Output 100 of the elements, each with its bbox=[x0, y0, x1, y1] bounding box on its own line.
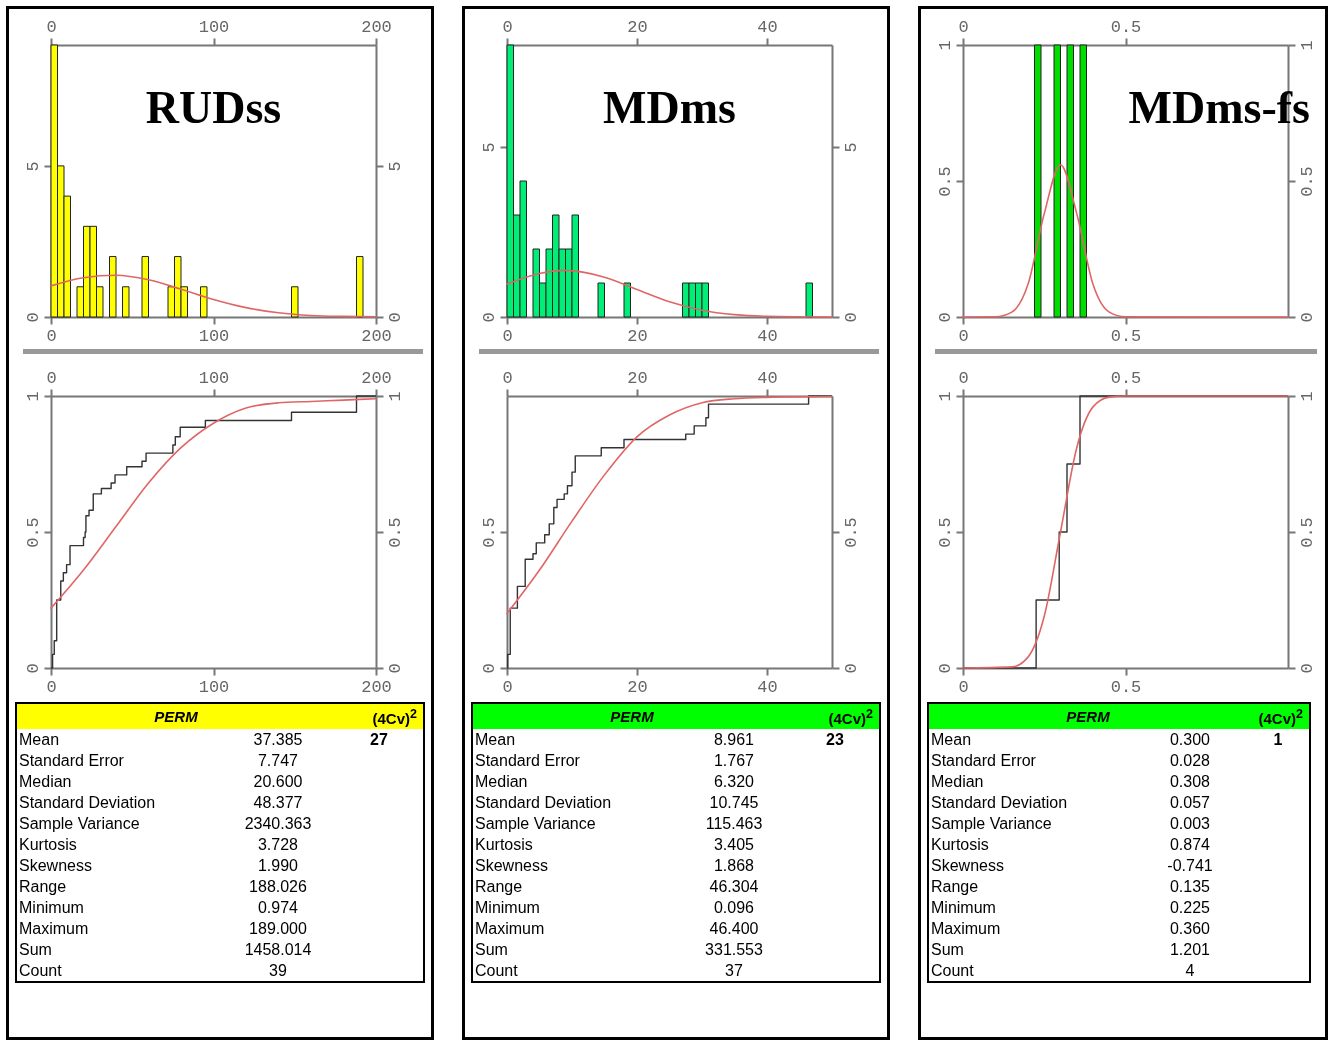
category-label: Minimum bbox=[930, 898, 997, 918]
y-tick-label: 1 bbox=[935, 40, 955, 51]
text: 0.003 bbox=[1169, 815, 1211, 832]
y-tick-label: 0 bbox=[935, 663, 955, 674]
y-tick-label: 0.5 bbox=[935, 517, 955, 548]
x2-tick-label: 40 bbox=[757, 17, 778, 37]
x2-tick-label: 0 bbox=[502, 17, 513, 37]
text: 1458.014 bbox=[244, 941, 312, 958]
y-tick-label: 5 bbox=[479, 142, 499, 153]
y2-tick-label: 5 bbox=[841, 142, 861, 153]
text: 0.974 bbox=[257, 899, 299, 916]
text: 20.600 bbox=[253, 773, 303, 790]
category-label: Mean bbox=[930, 730, 973, 750]
text: 1 bbox=[1272, 730, 1284, 750]
category-label: Standard Deviation bbox=[474, 793, 613, 813]
text: 4 bbox=[1185, 962, 1195, 979]
y-tick-label: 0 bbox=[23, 663, 43, 674]
text: 0.360 bbox=[1169, 920, 1211, 937]
category-label: Sum bbox=[18, 940, 53, 960]
text: 2340.363 bbox=[244, 815, 312, 832]
category-label: Count bbox=[930, 961, 975, 981]
y2-tick-label: 0.5 bbox=[385, 517, 405, 548]
y-tick-label: 0.5 bbox=[479, 517, 499, 548]
x2-tick-label: 0.5 bbox=[1110, 17, 1142, 37]
text: 1.990 bbox=[257, 857, 299, 874]
category-label: Mean bbox=[18, 730, 61, 750]
text: 0.874 bbox=[1169, 836, 1211, 853]
x2-tick-label: 0.5 bbox=[1110, 368, 1142, 388]
x-tick-label: 40 bbox=[757, 677, 778, 697]
text: 46.304 bbox=[709, 878, 759, 895]
x2-tick-label: 200 bbox=[361, 368, 392, 388]
text: 189.000 bbox=[249, 920, 307, 937]
y-tick-label: 1 bbox=[935, 391, 955, 402]
text: 0.225 bbox=[1169, 899, 1211, 916]
y2-tick-label: 0 bbox=[1297, 663, 1317, 674]
category-label: Median bbox=[18, 772, 73, 792]
y2-tick-label: 0.5 bbox=[1297, 517, 1317, 548]
text: 8.961 bbox=[713, 731, 755, 748]
x2-tick-label: 0 bbox=[958, 17, 969, 37]
text: PERM bbox=[16, 703, 335, 729]
x-tick-label: 20 bbox=[627, 677, 648, 697]
category-label: Skewness bbox=[18, 856, 93, 876]
x-tick-label: 0 bbox=[502, 326, 513, 346]
x2-tick-label: 40 bbox=[757, 368, 778, 388]
category-label: Kurtosis bbox=[18, 835, 78, 855]
category-label: Range bbox=[18, 877, 68, 897]
category-label: Sample Variance bbox=[474, 814, 597, 834]
y2-tick-label: 0 bbox=[385, 663, 405, 674]
text: 1.201 bbox=[1169, 941, 1211, 958]
category-label: Sample Variance bbox=[18, 814, 141, 834]
y2-tick-label: 0 bbox=[1297, 312, 1317, 323]
category-label: Kurtosis bbox=[474, 835, 534, 855]
category-label: Sum bbox=[474, 940, 509, 960]
y2-tick-label: 1 bbox=[1297, 40, 1317, 51]
y2-tick-label: 0.5 bbox=[841, 517, 861, 548]
category-label: Range bbox=[930, 877, 980, 897]
category-label: Standard Error bbox=[18, 751, 125, 771]
x-tick-label: 0.5 bbox=[1110, 677, 1142, 697]
text: 37 bbox=[725, 962, 743, 979]
text: PERM bbox=[928, 703, 1247, 729]
text: 46.400 bbox=[709, 920, 759, 937]
text: (4Cv)$^{2}$ bbox=[335, 703, 424, 729]
x2-tick-label: 0 bbox=[46, 368, 57, 388]
text: 0.057 bbox=[1169, 794, 1211, 811]
category-label: Range bbox=[474, 877, 524, 897]
y2-tick-label: 0 bbox=[841, 663, 861, 674]
text: 0.135 bbox=[1169, 878, 1211, 895]
y2-tick-label: 1 bbox=[385, 391, 405, 402]
category-label: Standard Error bbox=[930, 751, 1037, 771]
category-label: Standard Deviation bbox=[18, 793, 157, 813]
x2-tick-label: 0 bbox=[46, 17, 57, 37]
text: 7.747 bbox=[257, 752, 299, 769]
category-label: Maximum bbox=[474, 919, 546, 939]
y-tick-label: 0 bbox=[479, 312, 499, 323]
text: -0.741 bbox=[1167, 857, 1213, 874]
text: (4Cv)$^{2}$ bbox=[1247, 703, 1310, 729]
x2-tick-label: 200 bbox=[361, 17, 392, 37]
text: 23 bbox=[825, 730, 845, 750]
x-tick-label: 0 bbox=[958, 677, 969, 697]
text: 39 bbox=[269, 962, 287, 979]
category-label: Median bbox=[474, 772, 529, 792]
text: 1.767 bbox=[713, 752, 755, 769]
text: 27 bbox=[369, 730, 389, 750]
x-tick-label: 0 bbox=[46, 326, 57, 346]
x-tick-label: 0 bbox=[46, 677, 57, 697]
category-label: Minimum bbox=[18, 898, 85, 918]
category-label: Count bbox=[474, 961, 519, 981]
text: 0.308 bbox=[1169, 773, 1211, 790]
text: 188.026 bbox=[249, 878, 307, 895]
x2-tick-label: 0 bbox=[502, 368, 513, 388]
category-label: Minimum bbox=[474, 898, 541, 918]
y-tick-label: 5 bbox=[23, 161, 43, 172]
category-label: Maximum bbox=[930, 919, 1002, 939]
text: 1.868 bbox=[713, 857, 755, 874]
x-tick-label: 200 bbox=[361, 677, 392, 697]
y-tick-label: 1 bbox=[23, 391, 43, 402]
x2-tick-label: 100 bbox=[198, 368, 230, 388]
y-tick-label: 0.5 bbox=[935, 166, 955, 197]
x-tick-label: 100 bbox=[198, 677, 230, 697]
y-tick-label: 0 bbox=[935, 312, 955, 323]
